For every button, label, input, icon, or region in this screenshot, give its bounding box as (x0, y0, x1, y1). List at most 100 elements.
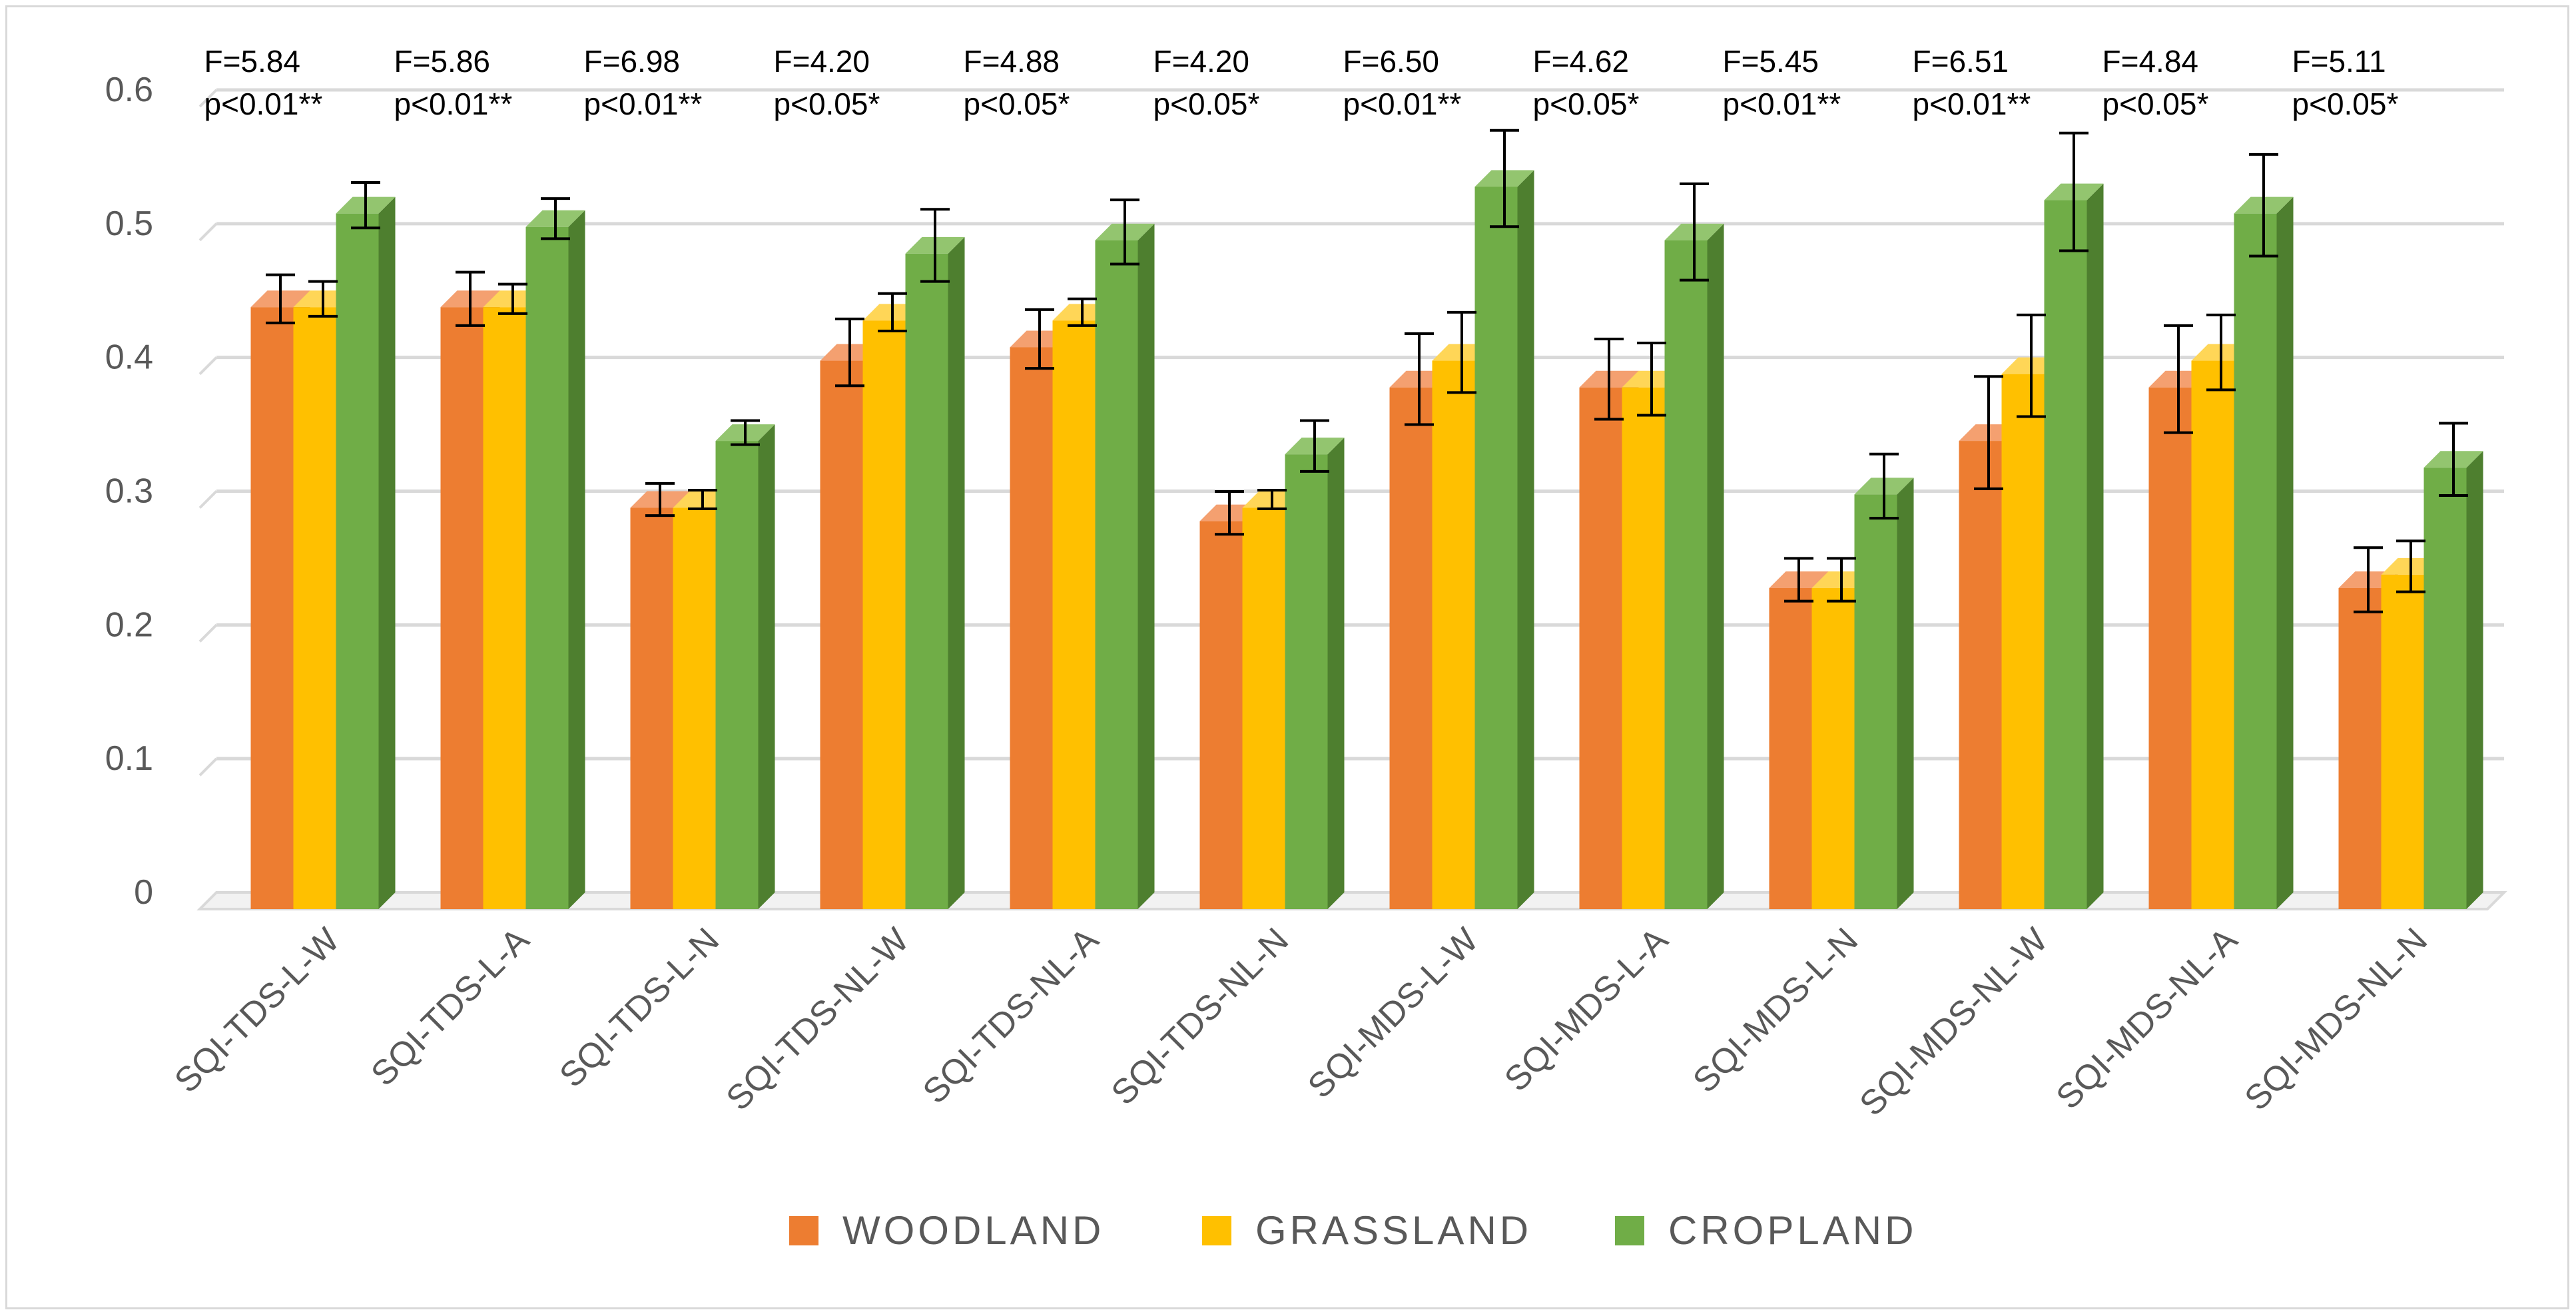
bar-side (1707, 223, 1724, 909)
bar-side (758, 424, 775, 909)
annotation-p-value: p<0.01** (394, 87, 513, 121)
legend-label-cropland: CROPLAND (1668, 1208, 1917, 1253)
annotation-p-value: p<0.01** (584, 87, 703, 121)
annotation-p-value: p<0.01** (1343, 87, 1462, 121)
bar-grassland-sqi-mds-nl-n (2381, 574, 2424, 909)
gridlines (196, 88, 2507, 910)
legend-label-woodland: WOODLAND (842, 1208, 1104, 1253)
annotation-f-value: F=4.20 (774, 44, 870, 79)
annotation-p-value: p<0.01** (204, 87, 323, 121)
y-tick-label: 0.1 (105, 739, 153, 778)
bar-cropland-sqi-tds-nl-a (1095, 240, 1138, 909)
bar-side (1137, 223, 1155, 909)
annotation-p-value: p<0.05* (1153, 87, 1260, 121)
bar-woodland-sqi-tds-nl-a (1010, 347, 1053, 909)
bar-woodland-sqi-mds-l-w (1389, 387, 1433, 909)
x-tick-label: SQI-TDS-NL-W (719, 920, 916, 1118)
gridline-edge (198, 356, 218, 376)
annotation-f-value: F=4.84 (2102, 44, 2199, 79)
legend-swatch-grassland (1202, 1216, 1231, 1245)
bar-grassland-sqi-mds-nl-a (2191, 360, 2234, 909)
bar-grassland-sqi-mds-l-a (1622, 387, 1665, 909)
x-tick-label: SQI-TDS-L-N (552, 920, 727, 1095)
bar-cropland-sqi-mds-nl-n (2423, 468, 2467, 909)
y-tick-label: 0 (134, 873, 153, 912)
bar-grassland-sqi-tds-nl-a (1052, 320, 1096, 909)
bar-side (2276, 196, 2294, 910)
chart-floor (196, 891, 2507, 910)
bar-cropland-sqi-tds-l-n (715, 441, 759, 909)
error-bars (266, 129, 2468, 613)
bar-woodland-sqi-mds-l-a (1579, 387, 1622, 909)
bar-grassland-sqi-tds-nl-n (1242, 507, 1285, 909)
legend: WOODLAND GRASSLAND CROPLAND (789, 1208, 1917, 1253)
x-tick-label: SQI-MDS-L-N (1686, 920, 1865, 1100)
x-tick-label: SQI-MDS-NL-W (1852, 920, 2055, 1124)
gridline-edge (198, 757, 218, 777)
x-tick-label: SQI-TDS-NL-A (916, 920, 1106, 1111)
bar-cropland-sqi-tds-nl-w (905, 253, 948, 910)
bar-cropland-sqi-mds-l-n (1854, 494, 1897, 909)
x-tick-label: SQI-MDS-NL-N (2238, 920, 2435, 1118)
bar-grassland-sqi-mds-nl-w (2001, 374, 2045, 909)
bar-side (948, 236, 965, 910)
annotation-p-value: p<0.05* (774, 87, 880, 121)
annotation-p-value: p<0.05* (2292, 87, 2399, 121)
bar-woodland-sqi-tds-l-a (440, 307, 483, 909)
y-axis-ticks: 0 0.1 0.2 0.3 0.4 0.5 0.6 (105, 71, 153, 912)
annotation-f-value: F=5.86 (394, 44, 491, 79)
bar-woodland-sqi-mds-nl-n (2338, 588, 2382, 909)
significance-annotations: F=5.84 p<0.01** F=5.86 p<0.01** F=6.98 p<0.01… (204, 44, 2399, 121)
annotation-f-value: F=6.50 (1343, 44, 1440, 79)
x-tick-label: SQI-TDS-L-W (167, 920, 347, 1100)
annotation-f-value: F=5.45 (1723, 44, 1819, 79)
annotation-f-value: F=4.62 (1533, 44, 1630, 79)
y-tick-label: 0.3 (105, 472, 153, 511)
x-tick-label: SQI-MDS-L-A (1497, 920, 1676, 1099)
x-tick-label: SQI-MDS-NL-A (2049, 920, 2246, 1117)
x-tick-label: SQI-TDS-L-A (364, 920, 537, 1094)
bar-cropland-sqi-mds-nl-w (2044, 200, 2087, 909)
bar-side (2466, 451, 2483, 909)
annotation-f-value: F=6.51 (1913, 44, 2009, 79)
x-axis-ticks: SQI-TDS-L-W SQI-TDS-L-A SQI-TDS-L-NSQI-TDS… (167, 920, 2435, 1124)
annotation-f-value: F=4.88 (964, 44, 1060, 79)
annotation-p-value: p<0.05* (2102, 87, 2209, 121)
annotation-f-value: F=5.11 (2292, 44, 2386, 79)
annotation-f-value: F=5.84 (204, 44, 301, 79)
bar-cropland-sqi-tds-nl-n (1285, 454, 1328, 909)
bar-side (568, 210, 585, 909)
y-tick-label: 0.6 (105, 71, 153, 109)
bar-woodland-sqi-mds-nl-a (2148, 387, 2192, 909)
legend-label-grassland: GRASSLAND (1255, 1208, 1532, 1253)
y-tick-label: 0.2 (105, 605, 153, 644)
x-tick-label: SQI-MDS-L-W (1301, 920, 1486, 1106)
bar-grassland-sqi-mds-l-n (1811, 588, 1855, 909)
bar-grassland-sqi-tds-l-n (673, 507, 716, 909)
bar-side (378, 196, 396, 910)
annotation-p-value: p<0.01** (1723, 87, 1841, 121)
bar-cropland-sqi-mds-l-a (1664, 240, 1708, 909)
bar-grassland-sqi-tds-nl-w (862, 320, 906, 909)
legend-swatch-cropland (1615, 1216, 1644, 1245)
bar-cropland-sqi-mds-l-w (1474, 186, 1518, 909)
bar-side (1327, 438, 1345, 909)
bar-woodland-sqi-tds-nl-w (820, 360, 863, 909)
bar-grassland-sqi-mds-l-w (1432, 360, 1475, 909)
gridline-edge (198, 222, 218, 242)
gridline-edge (198, 490, 218, 509)
bar-woodland-sqi-tds-nl-n (1199, 521, 1243, 909)
annotation-f-value: F=6.98 (584, 44, 681, 79)
bar-side (1517, 170, 1534, 909)
bar-woodland-sqi-mds-l-n (1769, 588, 1812, 909)
annotation-f-value: F=4.20 (1153, 44, 1250, 79)
annotation-p-value: p<0.05* (964, 87, 1070, 121)
gridline-edge (198, 623, 218, 643)
gridline-edge (198, 89, 218, 108)
legend-swatch-woodland (789, 1216, 818, 1245)
bar-woodland-sqi-mds-nl-w (1959, 441, 2002, 909)
x-tick-label: SQI-TDS-NL-N (1104, 920, 1296, 1112)
bar-grassland-sqi-tds-l-a (483, 307, 526, 909)
bars (250, 170, 2483, 910)
